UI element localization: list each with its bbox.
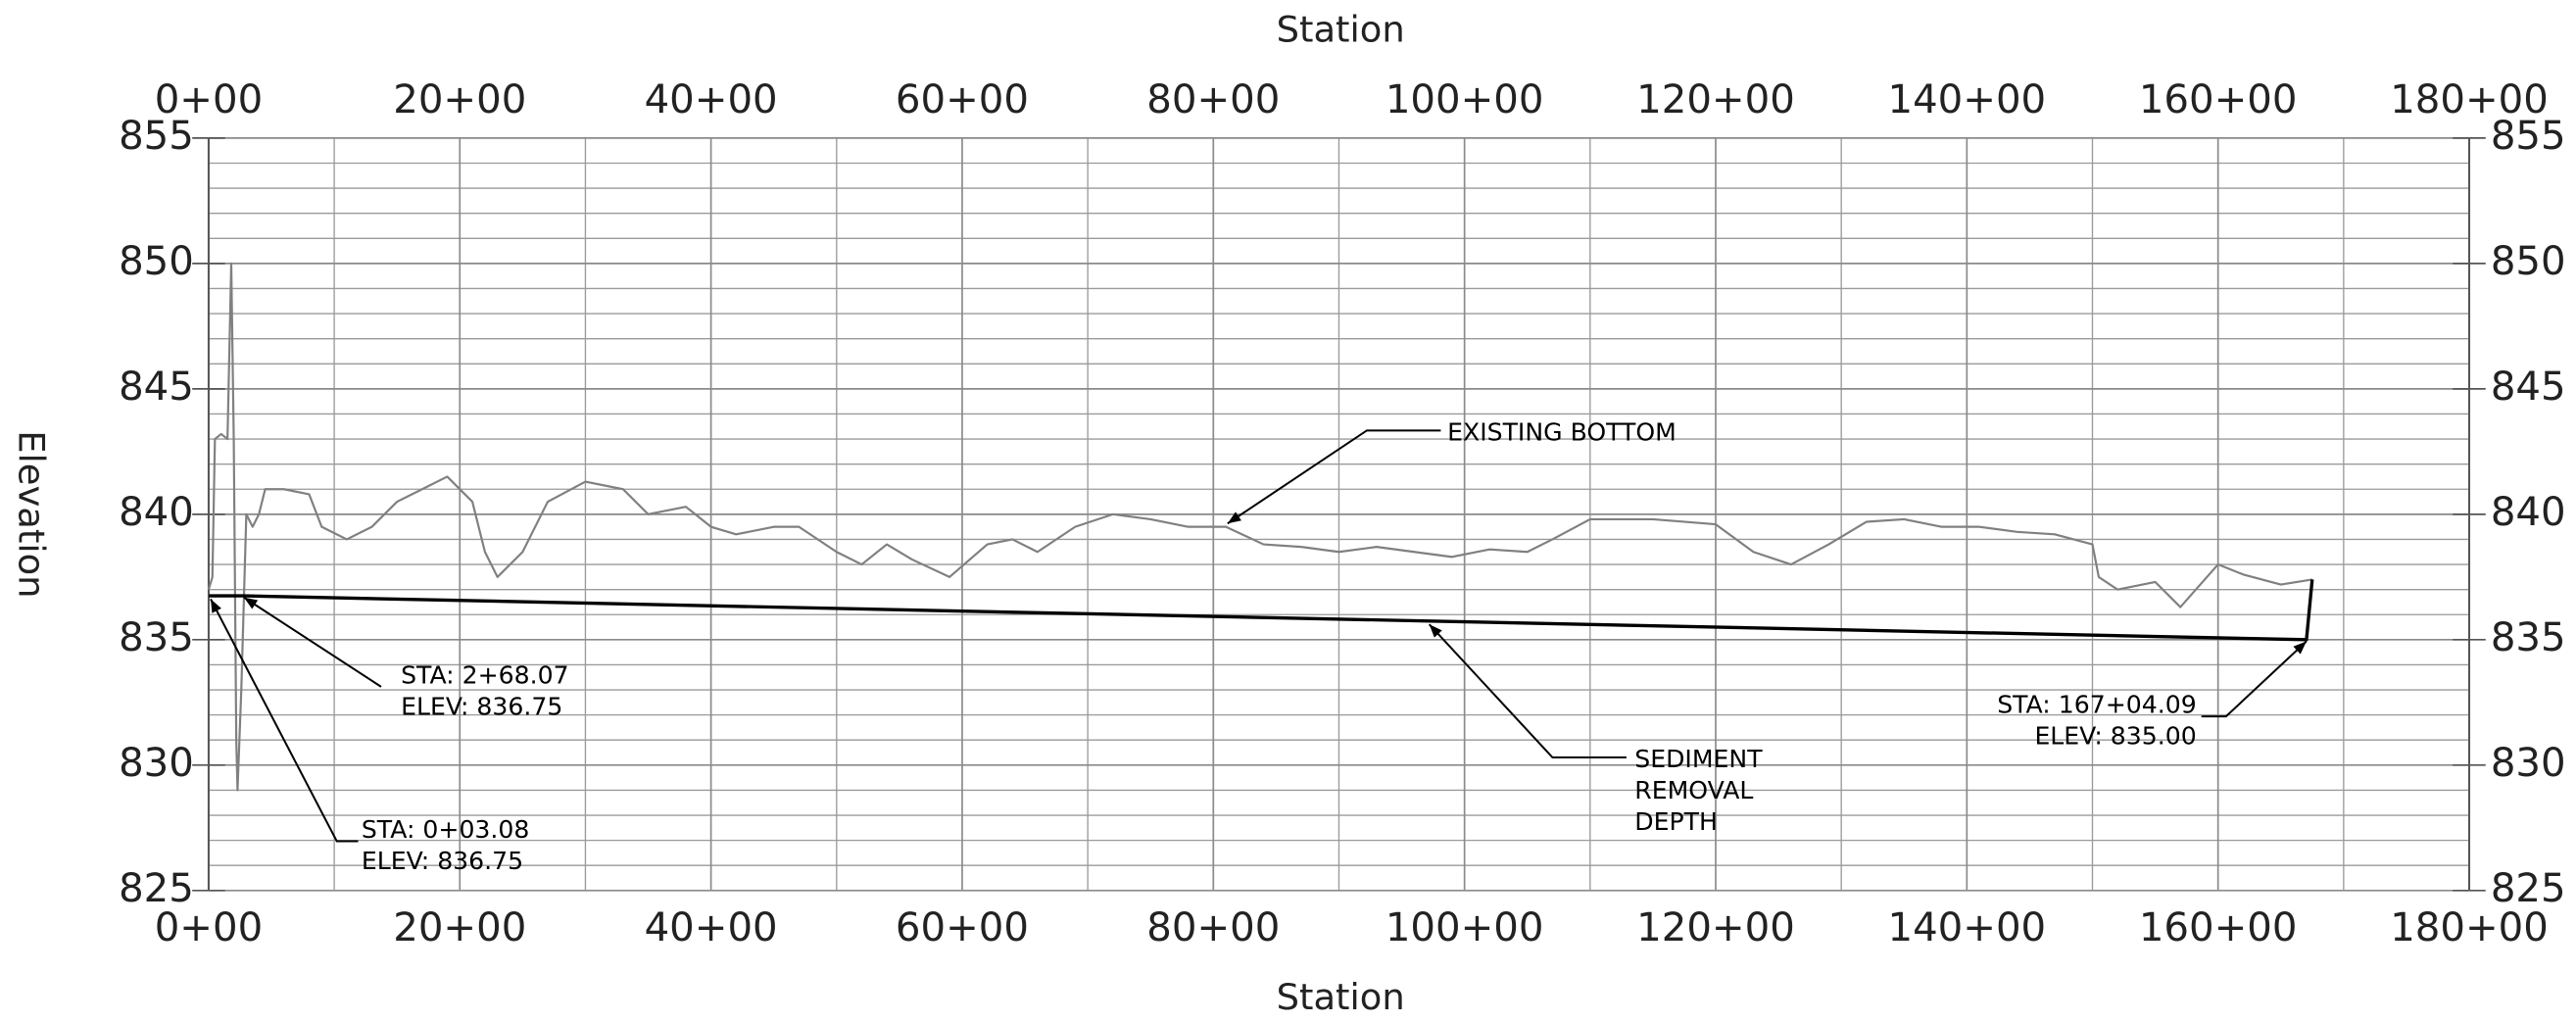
x-axis-title-top: Station — [1277, 8, 1405, 50]
annotation-text: STA: 0+03.08 — [362, 815, 530, 844]
x-tick-label-top: 0+00 — [155, 77, 263, 122]
x-tick-label: 20+00 — [393, 905, 526, 950]
x-tick-label-top: 120+00 — [1636, 77, 1795, 122]
y-axis-title: Elevation — [11, 430, 53, 598]
x-tick-label: 60+00 — [896, 905, 1029, 950]
leader-existing-bottom — [1227, 429, 1441, 525]
x-tick-label: 120+00 — [1636, 905, 1795, 950]
x-tick-label: 40+00 — [645, 905, 778, 950]
leader-sta-2 — [243, 596, 382, 688]
annotation-text: DEPTH — [1634, 807, 1718, 836]
x-tick-label: 80+00 — [1146, 905, 1280, 950]
x-tick-label: 180+00 — [2390, 905, 2549, 950]
leader-sta-0 — [210, 598, 359, 843]
annotation-text: STA: 167+04.09 — [1997, 691, 2196, 719]
x-tick-label-top: 20+00 — [393, 77, 526, 122]
x-tick-label-top: 100+00 — [1385, 77, 1544, 122]
x-tick-label: 160+00 — [2139, 905, 2298, 950]
x-tick-label: 140+00 — [1888, 905, 2047, 950]
y-tick-label: 830 — [119, 741, 194, 786]
x-tick-label-top: 60+00 — [896, 77, 1029, 122]
y-tick-label: 845 — [119, 365, 194, 410]
annotation-text: ELEV: 836.75 — [362, 847, 523, 875]
annotation-text: SEDIMENT — [1634, 745, 1763, 773]
y-tick-label: 835 — [119, 615, 194, 660]
annotation-text: ELEV: 836.75 — [401, 692, 562, 720]
x-tick-label-top: 180+00 — [2390, 77, 2549, 122]
x-tick-label-top: 40+00 — [645, 77, 778, 122]
leader-sta-167 — [2201, 640, 2308, 718]
y-tick-label: 825 — [119, 866, 194, 911]
y-tick-label-right: 855 — [2491, 114, 2566, 159]
annotation-text: STA: 2+68.07 — [401, 661, 569, 690]
y-tick-label-right: 850 — [2491, 239, 2566, 284]
y-tick-label-right: 835 — [2491, 615, 2566, 660]
y-tick-label: 850 — [119, 239, 194, 284]
annotation-text: ELEV: 835.00 — [2034, 722, 2196, 751]
series-line — [207, 262, 2312, 792]
series-line — [209, 579, 2314, 642]
y-tick-label-right: 840 — [2491, 490, 2566, 535]
leader-sediment — [1428, 623, 1627, 759]
x-tick-label: 100+00 — [1385, 905, 1544, 950]
y-tick-label-right: 845 — [2491, 365, 2566, 410]
x-tick-label-top: 140+00 — [1888, 77, 2047, 122]
x-axis-title: Station — [1277, 976, 1405, 1018]
y-tick-label: 855 — [119, 114, 194, 159]
annotation-text: REMOVAL — [1634, 776, 1753, 804]
x-tick-label-top: 80+00 — [1146, 77, 1280, 122]
x-tick-label: 0+00 — [155, 905, 263, 950]
annotation-text: EXISTING BOTTOM — [1447, 417, 1677, 446]
y-tick-label-right: 825 — [2491, 866, 2566, 911]
y-tick-label: 840 — [119, 490, 194, 535]
y-tick-label-right: 830 — [2491, 741, 2566, 786]
x-tick-label-top: 160+00 — [2139, 77, 2298, 122]
